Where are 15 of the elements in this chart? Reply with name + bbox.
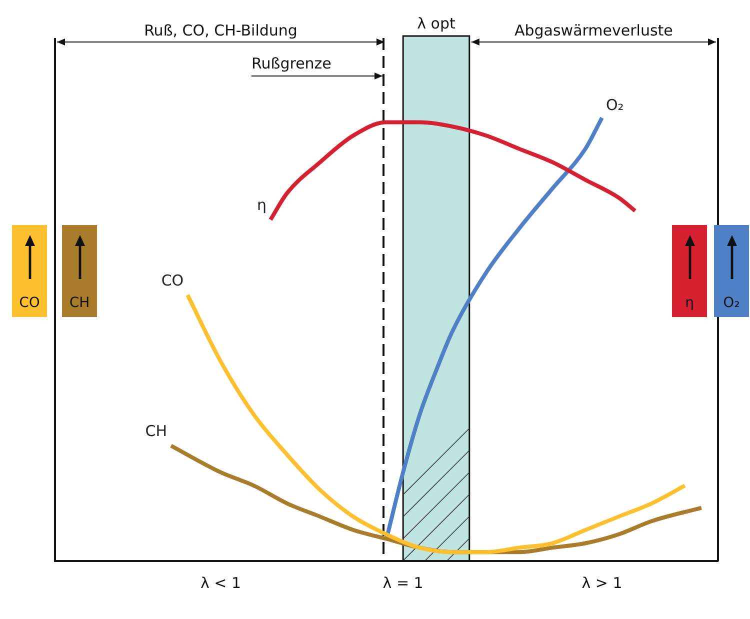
x-tick-label: λ = 1 [382,574,424,592]
x-tick-label: λ < 1 [200,574,242,592]
text: λ opt [417,14,456,32]
series-label: CH [145,422,168,440]
series-label: η [256,196,266,214]
series-label: CO [161,271,184,290]
arrow-tag: O₂ [714,225,749,317]
text: Rußgrenze [252,54,332,72]
arrow-tag: CO [12,225,47,317]
text: Ruß, CO, CH-Bildung [144,21,298,40]
arrow-tag: η [672,225,707,317]
series-label: O₂ [606,96,624,114]
arrow-tag: CH [62,225,97,317]
text: Abgaswärmeverluste [514,21,673,40]
x-tick-label: λ > 1 [582,574,622,592]
